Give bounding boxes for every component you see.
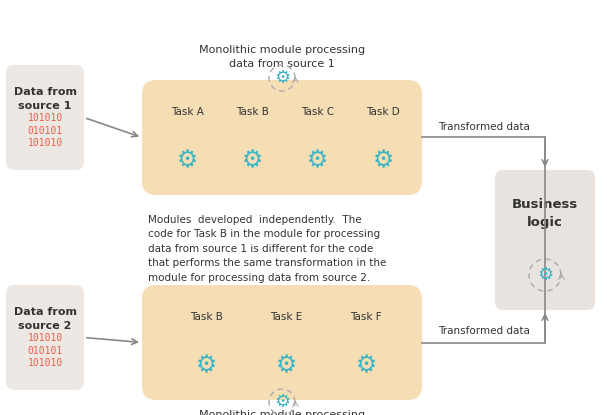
Text: ⚙: ⚙ xyxy=(307,149,328,173)
Text: ⚙: ⚙ xyxy=(274,393,290,411)
Text: 101010
010101
101010: 101010 010101 101010 xyxy=(27,333,63,368)
Text: Task A: Task A xyxy=(171,107,204,117)
Text: 101010
010101
101010: 101010 010101 101010 xyxy=(27,113,63,148)
Text: ⚙: ⚙ xyxy=(177,149,198,173)
Text: Monolithic module processing
data from source 2: Monolithic module processing data from s… xyxy=(199,410,365,415)
Text: ⚙: ⚙ xyxy=(537,266,553,284)
Text: Task B: Task B xyxy=(189,312,222,322)
Text: ⚙: ⚙ xyxy=(372,149,393,173)
Text: Task B: Task B xyxy=(236,107,269,117)
Text: ⚙: ⚙ xyxy=(242,149,263,173)
Text: Data from
source 2: Data from source 2 xyxy=(13,307,76,331)
FancyBboxPatch shape xyxy=(495,170,595,310)
Text: Data from
source 1: Data from source 1 xyxy=(13,87,76,111)
Text: Business
logic: Business logic xyxy=(512,198,578,229)
Text: Modules  developed  independently.  The
code for Task B in the module for proces: Modules developed independently. The cod… xyxy=(148,215,387,283)
Text: Monolithic module processing
data from source 1: Monolithic module processing data from s… xyxy=(199,45,365,69)
Text: ⚙: ⚙ xyxy=(274,69,290,87)
Text: ⚙: ⚙ xyxy=(356,354,376,378)
Text: Transformed data: Transformed data xyxy=(438,327,529,337)
Text: Task D: Task D xyxy=(366,107,400,117)
Text: ⚙: ⚙ xyxy=(195,354,217,378)
FancyBboxPatch shape xyxy=(6,65,84,170)
FancyBboxPatch shape xyxy=(6,285,84,390)
Text: Task F: Task F xyxy=(350,312,382,322)
Text: ⚙: ⚙ xyxy=(276,354,297,378)
Text: Task E: Task E xyxy=(270,312,302,322)
FancyBboxPatch shape xyxy=(142,285,422,400)
Text: Task C: Task C xyxy=(301,107,334,117)
FancyBboxPatch shape xyxy=(142,80,422,195)
Text: Transformed data: Transformed data xyxy=(438,122,529,132)
